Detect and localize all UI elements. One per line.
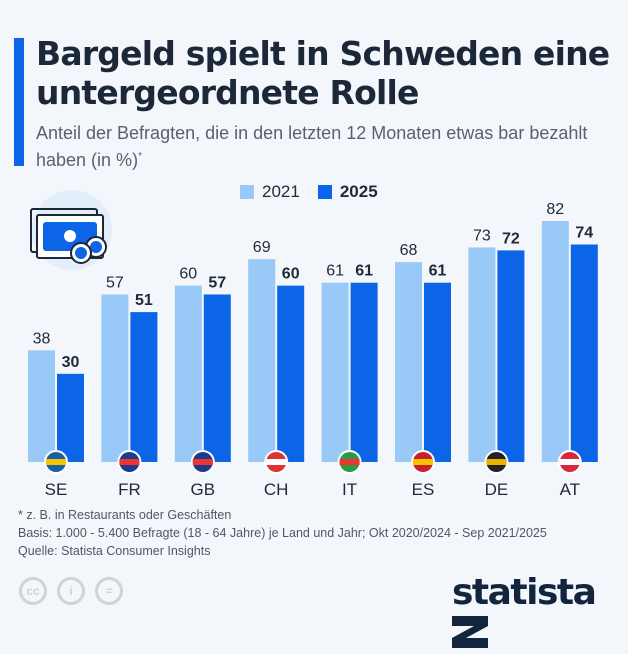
data-label-2025-CH: 60 bbox=[282, 266, 300, 283]
nd-icon[interactable]: = bbox=[95, 577, 123, 605]
legend-swatch-2025 bbox=[317, 185, 332, 199]
bar-2021-CH bbox=[248, 259, 276, 462]
data-label-2025-DE: 72 bbox=[502, 230, 520, 247]
legend-item-2025: 2025 bbox=[317, 182, 378, 202]
x-tick-label-FR: FR bbox=[118, 480, 141, 499]
switzerland-flag-icon bbox=[264, 450, 289, 474]
bar-2021-DE bbox=[468, 247, 496, 462]
germany-flag-icon bbox=[484, 450, 509, 474]
x-tick-label-GB: GB bbox=[191, 480, 216, 499]
bar-2025-CH bbox=[277, 285, 305, 462]
x-tick-label-AT: AT bbox=[560, 480, 580, 499]
bar-2025-SE bbox=[57, 373, 84, 462]
bar-2021-ES bbox=[395, 262, 422, 462]
legend-label-2021: 2021 bbox=[262, 182, 300, 201]
legend-item-2021: 2021 bbox=[240, 182, 300, 202]
data-label-2021-SE: 38 bbox=[33, 330, 51, 347]
title-accent-bar bbox=[14, 38, 24, 166]
logo-text: statista bbox=[452, 572, 597, 613]
bar-2025-IT bbox=[350, 282, 378, 462]
bar-2025-ES bbox=[424, 282, 451, 462]
x-tick-label-IT: IT bbox=[342, 480, 357, 499]
chart-subtitle: Anteil der Befragten, die in den letzten… bbox=[36, 122, 596, 172]
data-label-2021-GB: 60 bbox=[179, 266, 197, 283]
legend: 2021 2025 bbox=[240, 182, 378, 202]
x-tick-label-ES: ES bbox=[412, 480, 435, 499]
statista-logo[interactable]: statista bbox=[452, 572, 628, 654]
source-note: Quelle: Statista Consumer Insights bbox=[18, 544, 211, 558]
x-tick-label-CH: CH bbox=[264, 480, 289, 499]
subtitle-text: Anteil der Befragten, die in den letzten… bbox=[36, 123, 588, 170]
sweden-flag-icon bbox=[44, 450, 68, 474]
data-label-2025-GB: 57 bbox=[208, 274, 226, 291]
bar-2025-AT bbox=[570, 244, 598, 462]
data-label-2021-ES: 68 bbox=[400, 242, 418, 259]
data-label-2025-AT: 74 bbox=[575, 225, 593, 242]
uk-flag-icon bbox=[190, 450, 215, 474]
data-label-2025-SE: 30 bbox=[62, 354, 80, 371]
bar-2021-FR bbox=[101, 294, 129, 462]
bar-2021-GB bbox=[174, 285, 202, 462]
chart-title: Bargeld spielt in Schweden eine untergeo… bbox=[36, 34, 610, 112]
data-label-2025-ES: 61 bbox=[429, 263, 447, 280]
bar-2021-SE bbox=[28, 350, 55, 462]
statista-logo-mark bbox=[452, 616, 488, 648]
banknote-coins-icon bbox=[30, 190, 112, 270]
data-label-2021-IT: 61 bbox=[326, 263, 344, 280]
bar-2025-DE bbox=[497, 250, 525, 462]
france-flag-icon bbox=[117, 450, 142, 474]
legend-label-2025: 2025 bbox=[339, 182, 378, 201]
legend-swatch-2021 bbox=[240, 185, 254, 199]
x-tick-label-DE: DE bbox=[485, 480, 509, 499]
italy-flag-icon bbox=[337, 450, 362, 474]
bar-chart: 38 30 SE 57 51 FR 60 57 GB 69 60 CH 61 61 IT 68 61 ES 73 72… bbox=[28, 190, 598, 499]
spain-flag-icon bbox=[411, 450, 435, 474]
footnote: * z. B. in Restaurants oder Geschäften bbox=[18, 508, 232, 522]
data-label-2025-IT: 61 bbox=[355, 263, 373, 280]
data-label-2021-CH: 69 bbox=[253, 239, 271, 256]
data-label-2025-FR: 51 bbox=[135, 292, 153, 309]
data-label-2021-FR: 57 bbox=[106, 274, 124, 291]
bar-2025-FR bbox=[130, 312, 158, 462]
x-tick-label-SE: SE bbox=[45, 480, 68, 499]
basis-note: Basis: 1.000 - 5.400 Befragte (18 - 64 J… bbox=[18, 526, 547, 540]
data-label-2021-DE: 73 bbox=[473, 227, 491, 244]
data-label-2021-AT: 82 bbox=[546, 201, 564, 218]
bar-2021-IT bbox=[321, 282, 349, 462]
by-icon[interactable]: i bbox=[57, 577, 85, 605]
cc-icon[interactable]: cc bbox=[19, 577, 47, 605]
bar-2021-AT bbox=[541, 221, 569, 462]
subtitle-footnote-mark: * bbox=[138, 151, 142, 162]
austria-flag-icon bbox=[557, 450, 582, 474]
bar-2025-GB bbox=[203, 294, 231, 462]
